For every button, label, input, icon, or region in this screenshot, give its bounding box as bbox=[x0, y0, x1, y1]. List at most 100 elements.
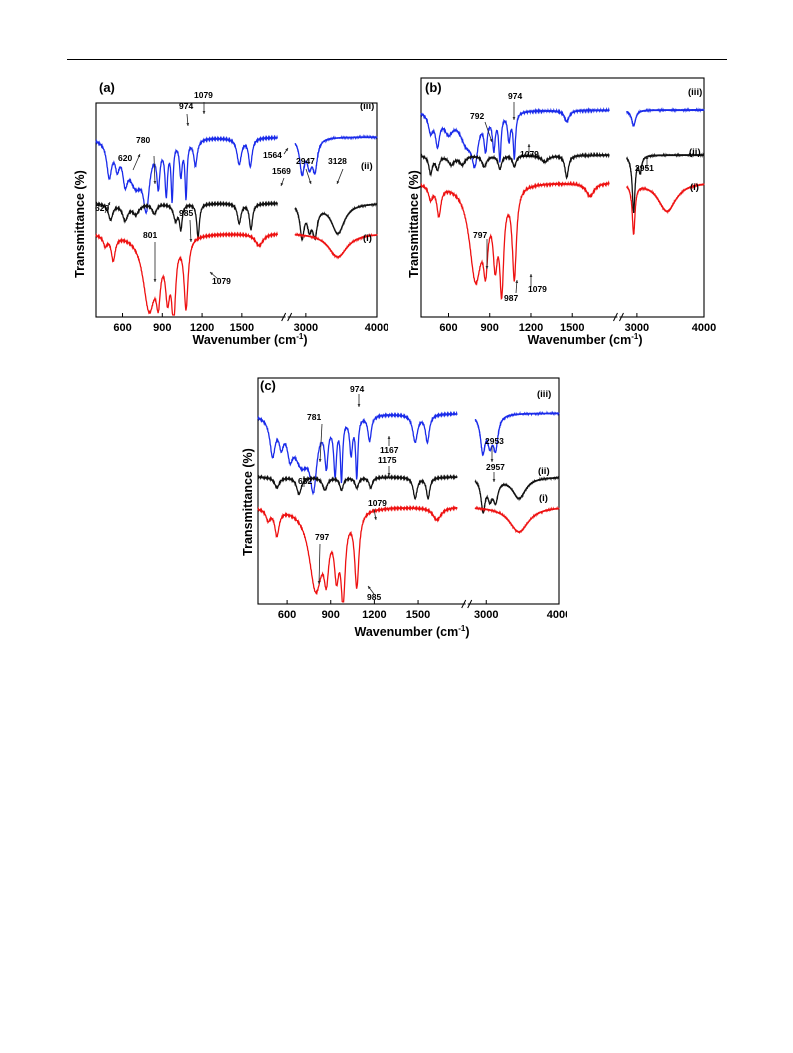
peak-annotation: 682 bbox=[298, 476, 312, 486]
peak-arrowhead bbox=[357, 404, 361, 407]
svg-text:987: 987 bbox=[504, 293, 518, 303]
peak-arrowhead bbox=[529, 274, 533, 277]
peak-arrowhead bbox=[515, 280, 519, 283]
axis-break-mark bbox=[461, 599, 467, 609]
x-tick-label: 3000 bbox=[294, 322, 318, 334]
axis-break-mark bbox=[287, 312, 293, 322]
svg-text:1569: 1569 bbox=[272, 166, 291, 176]
peak-arrowhead bbox=[202, 111, 206, 114]
panel-label: (b) bbox=[425, 80, 442, 95]
figure-panel-c: 600 900 1200 1500 3000 4000 (c) Transmittance… bbox=[242, 372, 567, 642]
axis-break-gap bbox=[285, 316, 288, 319]
svg-text:974: 974 bbox=[179, 101, 193, 111]
peak-arrowhead bbox=[137, 154, 141, 158]
svg-text:792: 792 bbox=[470, 111, 484, 121]
page-header-rule bbox=[67, 59, 727, 60]
svg-text:3128: 3128 bbox=[328, 156, 347, 166]
x-tick-label: 1500 bbox=[406, 609, 430, 621]
peak-annotation: 2947 bbox=[296, 156, 315, 166]
svg-text:1079: 1079 bbox=[520, 149, 539, 159]
x-tick-label: 900 bbox=[481, 322, 499, 334]
x-axis-label-text: Wavenumber (cm bbox=[354, 625, 458, 639]
peak-annotation: 801 bbox=[143, 230, 157, 240]
peak-annotation: 1079 bbox=[520, 149, 539, 159]
svg-text:1079: 1079 bbox=[368, 498, 387, 508]
plot-frame bbox=[420, 77, 705, 318]
y-axis-label: Transmittance (%) bbox=[73, 170, 87, 278]
x-tick-label: 1200 bbox=[190, 322, 214, 334]
x-tick-label: 4000 bbox=[365, 322, 388, 334]
peak-arrowhead bbox=[186, 123, 190, 126]
spectrum-line-ii-right bbox=[474, 475, 560, 514]
peak-arrowhead bbox=[336, 180, 340, 184]
peak-arrowhead bbox=[527, 144, 531, 147]
x-axis-label: Wavenumber (cm-1) bbox=[192, 332, 307, 347]
peak-arrowhead bbox=[302, 476, 306, 479]
peak-arrowhead bbox=[374, 516, 377, 520]
svg-text:780: 780 bbox=[136, 135, 150, 145]
x-axis-label-tail: ) bbox=[303, 333, 307, 347]
plot-frame bbox=[95, 102, 378, 318]
x-tick-label: 900 bbox=[322, 609, 340, 621]
svg-text:2951: 2951 bbox=[635, 163, 654, 173]
peak-annotation: 985 bbox=[367, 592, 381, 602]
peak-annotation: 1079 bbox=[212, 276, 231, 286]
x-tick-label: 900 bbox=[153, 322, 171, 334]
spectrum-line-i-right bbox=[294, 232, 378, 260]
peak-annotation: 3128 bbox=[328, 156, 347, 166]
spectrum-line-iii-right bbox=[474, 410, 560, 457]
peak-arrow bbox=[132, 153, 141, 171]
plot-area: 600 900 1200 1500 3000 4000 bbox=[95, 102, 388, 334]
peak-arrowhead bbox=[485, 266, 489, 269]
x-axis-label-text: Wavenumber (cm bbox=[527, 333, 631, 347]
axis-break-mark bbox=[619, 312, 624, 322]
peak-arrowhead bbox=[285, 148, 288, 152]
x-axis-label: Wavenumber (cm-1) bbox=[527, 332, 642, 347]
peak-annotation: 2951 bbox=[635, 163, 654, 173]
y-axis-label: Transmittance (%) bbox=[407, 170, 421, 278]
peak-annotation: 974 bbox=[508, 91, 522, 101]
x-tick-label: 1500 bbox=[230, 322, 254, 334]
peak-arrowhead bbox=[368, 586, 371, 590]
svg-text:682: 682 bbox=[298, 476, 312, 486]
axis-break-gap bbox=[617, 316, 620, 319]
peak-arrow bbox=[318, 543, 321, 585]
svg-text:797: 797 bbox=[315, 532, 329, 542]
spectrum-line-iii-left bbox=[95, 134, 279, 215]
svg-text:781: 781 bbox=[307, 412, 321, 422]
svg-text:974: 974 bbox=[350, 384, 364, 394]
svg-text:985: 985 bbox=[367, 592, 381, 602]
svg-text:1079: 1079 bbox=[528, 284, 547, 294]
peak-arrowhead bbox=[317, 581, 321, 584]
svg-text:(iii): (iii) bbox=[360, 101, 374, 112]
axis-break-mark bbox=[613, 312, 618, 322]
x-tick-label: 600 bbox=[113, 322, 131, 334]
plot-area: 600 900 1200 1500 3000 4000 bbox=[257, 377, 567, 621]
series-label-i: (i) bbox=[363, 233, 372, 244]
svg-text:1175: 1175 bbox=[378, 455, 397, 465]
svg-text:985: 985 bbox=[179, 208, 193, 218]
figure-panel-a: 600 900 1200 1500 3000 4000 (a) Transmittance… bbox=[68, 74, 388, 352]
peak-arrow bbox=[153, 155, 156, 185]
spectrum-line-i-left bbox=[95, 231, 279, 316]
peak-annotation: 2953 bbox=[485, 436, 504, 446]
peak-annotation: 1167 bbox=[380, 445, 399, 455]
peak-arrowhead bbox=[489, 138, 493, 142]
figure-panel-b: 600 900 1200 1500 3000 4000 (b) Transmittance… bbox=[405, 74, 730, 352]
peak-annotation: 974 bbox=[179, 101, 193, 111]
spectrum-line-ii-right bbox=[626, 152, 705, 213]
peak-arrow bbox=[189, 219, 192, 243]
spectrum-line-iii-left bbox=[257, 410, 458, 496]
peak-annotation: 2957 bbox=[486, 462, 505, 472]
peak-annotation: 797 bbox=[473, 230, 487, 240]
peak-annotation: 987 bbox=[504, 293, 518, 303]
svg-text:(i): (i) bbox=[690, 182, 699, 193]
series-label-ii: (ii) bbox=[538, 466, 550, 477]
svg-text:1079: 1079 bbox=[212, 276, 231, 286]
peak-annotation: 1079 bbox=[194, 90, 213, 100]
x-axis-label-tail: ) bbox=[638, 333, 642, 347]
svg-text:974: 974 bbox=[508, 91, 522, 101]
svg-text:1167: 1167 bbox=[380, 445, 399, 455]
svg-text:620: 620 bbox=[118, 153, 132, 163]
peak-arrowhead bbox=[280, 182, 284, 186]
